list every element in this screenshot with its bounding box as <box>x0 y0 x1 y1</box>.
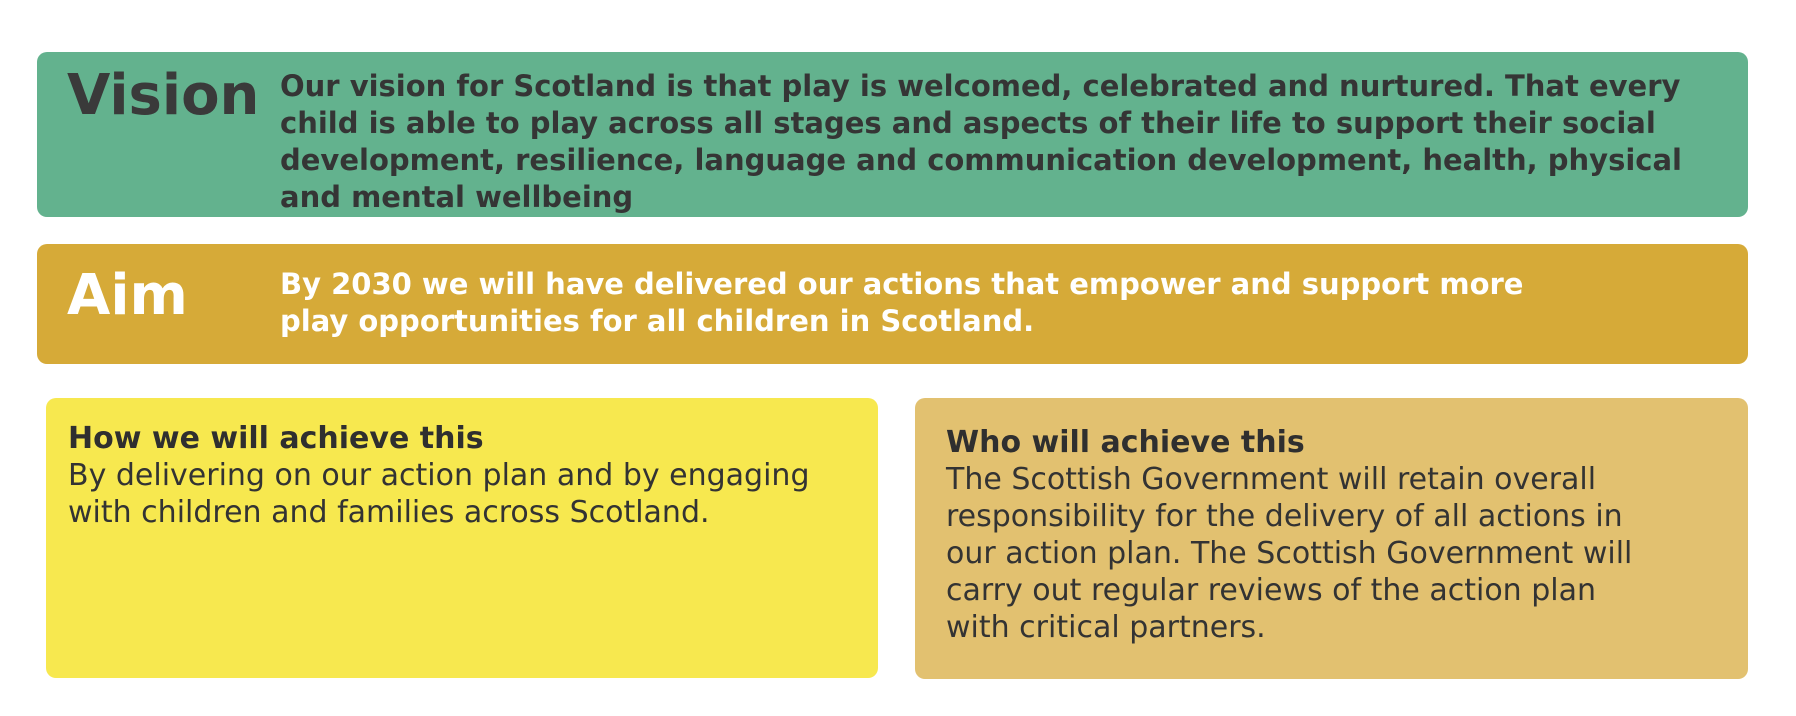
aim-heading: Aim <box>67 263 188 328</box>
how-body: By delivering on our action plan and by … <box>68 458 810 530</box>
aim-statement: By 2030 we will have delivered our actio… <box>280 267 1524 338</box>
how-panel: How we will achieve this By delivering o… <box>46 398 878 678</box>
aim-panel: Aim By 2030 we will have delivered our a… <box>37 244 1748 364</box>
vision-statement: Our vision for Scotland is that play is … <box>280 69 1682 214</box>
who-panel: Who will achieve this The Scottish Gover… <box>915 398 1748 679</box>
who-heading: Who will achieve this <box>946 425 1305 460</box>
who-body: The Scottish Government will retain over… <box>946 462 1633 645</box>
vision-heading: Vision <box>67 63 260 128</box>
how-heading: How we will achieve this <box>68 421 484 456</box>
vision-panel: Vision Our vision for Scotland is that p… <box>37 52 1748 217</box>
